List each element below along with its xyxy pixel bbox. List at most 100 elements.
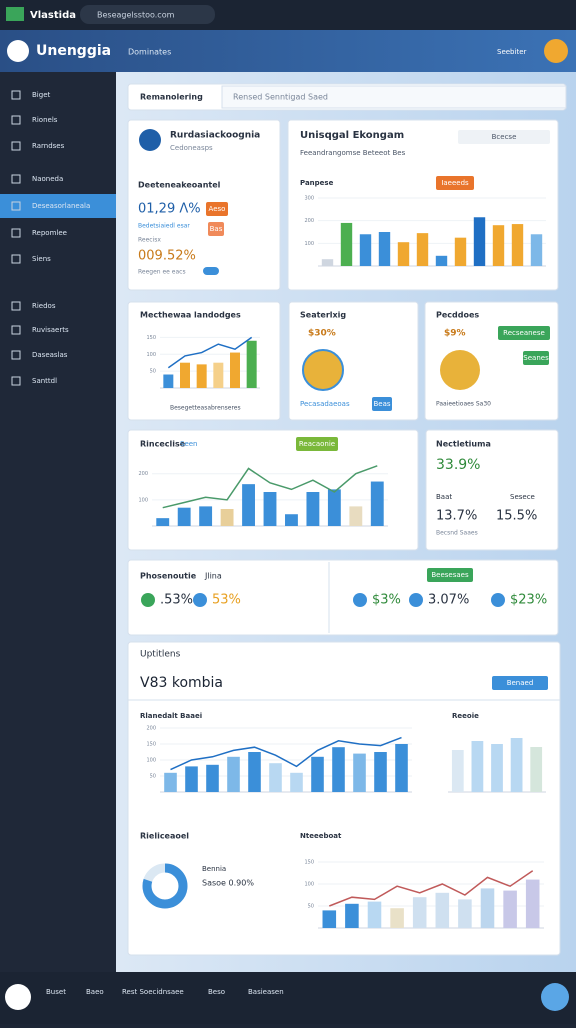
bar [185, 766, 198, 792]
label: Rlanedalt Baaei [140, 712, 202, 720]
button-label[interactable]: Bcecse [492, 133, 517, 141]
bar [206, 764, 219, 792]
button[interactable] [208, 222, 224, 236]
bar [480, 888, 495, 928]
bar [416, 233, 429, 266]
toggle[interactable] [203, 267, 219, 275]
bar [163, 374, 174, 388]
bottom-item[interactable]: Baeo [86, 988, 104, 996]
bar [349, 506, 363, 526]
card [287, 119, 559, 291]
button-label[interactable]: Beesesaes [431, 571, 469, 579]
button[interactable] [498, 326, 550, 340]
y-tick-label: 50 [150, 774, 156, 780]
label: $9% [444, 329, 466, 339]
card [127, 301, 281, 421]
nav-icon [11, 325, 21, 335]
bar [306, 492, 320, 526]
nav-item[interactable]: Rarndses [32, 142, 65, 150]
bar [285, 514, 298, 526]
nav-item[interactable]: Biget [32, 91, 50, 99]
bar [503, 890, 517, 928]
icon [139, 129, 161, 151]
y-tick-label: 300 [304, 196, 314, 202]
button-label[interactable]: Iaeeeds [441, 179, 469, 187]
bar [269, 763, 282, 792]
label: Besegetteasabrenseres [170, 405, 241, 412]
bottom-item[interactable]: Beso [208, 988, 225, 996]
user-name[interactable]: Seebiter [497, 48, 526, 56]
bar [510, 738, 523, 792]
kpi-icon [193, 593, 207, 607]
label: Seaterlxig [300, 311, 346, 320]
tab-title[interactable]: Vlastida [30, 10, 76, 21]
kpi-icon [409, 593, 423, 607]
button-label[interactable]: Seanes [523, 354, 549, 362]
label: Reecisx [138, 237, 161, 244]
trend-line [162, 465, 378, 509]
app-logo[interactable] [7, 40, 29, 62]
bar [290, 772, 303, 792]
y-tick-label: 100 [138, 497, 148, 503]
nav-item[interactable]: Naoneda [32, 175, 63, 183]
nav-item[interactable]: Repomlee [32, 229, 67, 237]
y-tick-label: 50 [150, 369, 156, 375]
kpi-value: $23% [510, 593, 547, 608]
address-bar[interactable] [80, 5, 215, 24]
label: Nectletiuma [436, 440, 491, 449]
search-box[interactable] [221, 85, 567, 109]
bar [491, 744, 503, 792]
nav-item[interactable]: Ruvisaerts [32, 326, 69, 334]
button-label[interactable]: Beas [373, 400, 390, 408]
bar [370, 481, 384, 526]
button[interactable] [458, 130, 550, 144]
menu[interactable]: Dominates [128, 48, 171, 57]
button[interactable] [372, 397, 392, 411]
y-tick-label: 200 [146, 726, 156, 732]
nav-item[interactable]: Santtdl [32, 377, 57, 385]
search-placeholder[interactable]: Rensed Senntigad Saed [233, 93, 328, 102]
link[interactable]: Pecasadaeoas [300, 400, 350, 408]
nav-icon [11, 350, 21, 360]
bottom-item[interactable]: Rest Soecidnsaee [122, 988, 184, 996]
nav-item[interactable]: Daseaslas [32, 351, 68, 359]
button-label[interactable]: Reacaonie [299, 440, 335, 448]
button-label[interactable]: Benaed [507, 679, 534, 687]
nav-icon [11, 228, 21, 238]
y-tick-label: 100 [146, 758, 156, 764]
bar [359, 234, 372, 266]
nav-item[interactable]: Rionels [32, 116, 58, 124]
button[interactable] [296, 437, 338, 451]
kpi-icon [491, 593, 505, 607]
bottom-logo[interactable] [5, 984, 31, 1010]
bottom-item[interactable]: Basieasen [248, 988, 284, 996]
tab-icon [6, 7, 24, 21]
button[interactable] [492, 676, 548, 690]
bar [327, 489, 341, 526]
y-tick-label: 100 [304, 882, 314, 888]
nav-item[interactable]: Siens [32, 255, 51, 263]
button[interactable] [206, 202, 228, 216]
button[interactable] [523, 351, 549, 365]
button-label[interactable]: Aeso [209, 205, 226, 213]
nav-item[interactable]: Deseasorlaneala [32, 202, 90, 210]
bottom-button[interactable] [541, 983, 569, 1011]
label: Deeteneakeoantel [138, 181, 221, 190]
button-label[interactable]: Bas [210, 225, 223, 233]
bar [353, 753, 366, 792]
label: Sasoe 0.90% [202, 879, 254, 888]
label: Bennia [202, 865, 226, 873]
y-tick-label: 100 [304, 241, 314, 247]
bottom-item[interactable]: Buset [46, 988, 66, 996]
button[interactable] [436, 176, 474, 190]
url[interactable]: Beseagelsstoo.com [97, 11, 175, 20]
bar [395, 744, 408, 792]
bar [263, 492, 277, 526]
trend-line [167, 336, 253, 369]
button-label[interactable]: Recseanese [503, 329, 545, 337]
nav-item[interactable]: Riedos [32, 302, 56, 310]
kpi-value: 53% [212, 593, 241, 608]
avatar[interactable] [544, 39, 568, 63]
button[interactable] [427, 568, 473, 582]
nav-icon [11, 301, 21, 311]
